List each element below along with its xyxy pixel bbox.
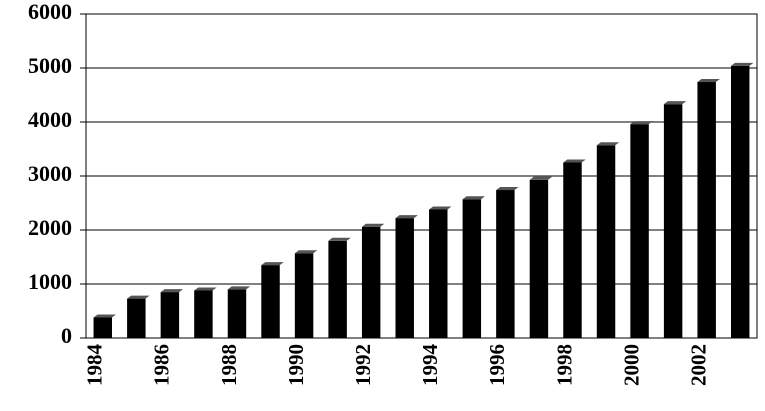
y-tick-label: 1000 <box>28 269 72 294</box>
x-tick-label: 2002 <box>686 344 710 386</box>
bar <box>663 104 683 339</box>
bar-top-shade <box>462 196 486 200</box>
y-tick-label: 0 <box>61 323 72 348</box>
bar-top-shade <box>730 62 754 66</box>
bar-top-shade <box>496 187 519 191</box>
bar-top-shade <box>160 289 184 293</box>
bar-top-shade <box>529 176 553 180</box>
x-tick-label: 1986 <box>150 344 174 386</box>
y-tick-label: 2000 <box>28 215 72 240</box>
bar-top-shade <box>294 250 318 254</box>
bar-top-shade <box>630 121 653 125</box>
bar <box>596 145 616 338</box>
bar-top-shade <box>227 286 251 290</box>
x-tick-label: 1996 <box>485 344 509 386</box>
bar-top-shade <box>194 287 217 291</box>
y-tick-label: 6000 <box>28 0 72 24</box>
x-tick-label: 2000 <box>619 344 643 386</box>
y-tick-label: 4000 <box>28 107 72 132</box>
bar-top-shade <box>563 159 586 163</box>
y-tick-label: 5000 <box>28 53 72 78</box>
bar <box>730 65 750 338</box>
bar <box>127 298 146 338</box>
x-tick-label: 1992 <box>351 344 375 386</box>
bar <box>529 179 549 338</box>
x-tick-label: 1988 <box>217 344 241 386</box>
bar <box>227 289 247 338</box>
x-tick-label: 1984 <box>83 344 107 387</box>
bar <box>697 82 716 338</box>
bar <box>563 162 582 338</box>
bar <box>429 209 448 338</box>
bar <box>630 124 649 338</box>
bar <box>261 265 280 338</box>
bar-top-shade <box>697 79 720 83</box>
bar <box>194 290 213 338</box>
bar-top-shade <box>596 142 620 146</box>
bar-top-shade <box>429 206 452 210</box>
bar <box>93 317 113 338</box>
bar <box>395 218 414 338</box>
y-tick-label: 3000 <box>28 161 72 186</box>
bar <box>160 292 180 338</box>
bar-top-shade <box>127 295 150 299</box>
bar-top-shade <box>361 223 385 227</box>
bar <box>496 190 515 338</box>
bar <box>462 199 482 338</box>
x-tick-label: 1990 <box>284 344 308 386</box>
x-tick-label: 1998 <box>552 344 576 386</box>
bar-top-shade <box>663 101 687 105</box>
bar <box>328 240 347 338</box>
bar-top-shade <box>395 215 418 219</box>
x-tick-label: 1994 <box>418 344 442 387</box>
bar <box>294 253 314 338</box>
bar-top-shade <box>328 237 351 241</box>
bar-top-shade <box>261 262 284 266</box>
bar-top-shade <box>93 314 117 318</box>
bar <box>361 226 381 338</box>
